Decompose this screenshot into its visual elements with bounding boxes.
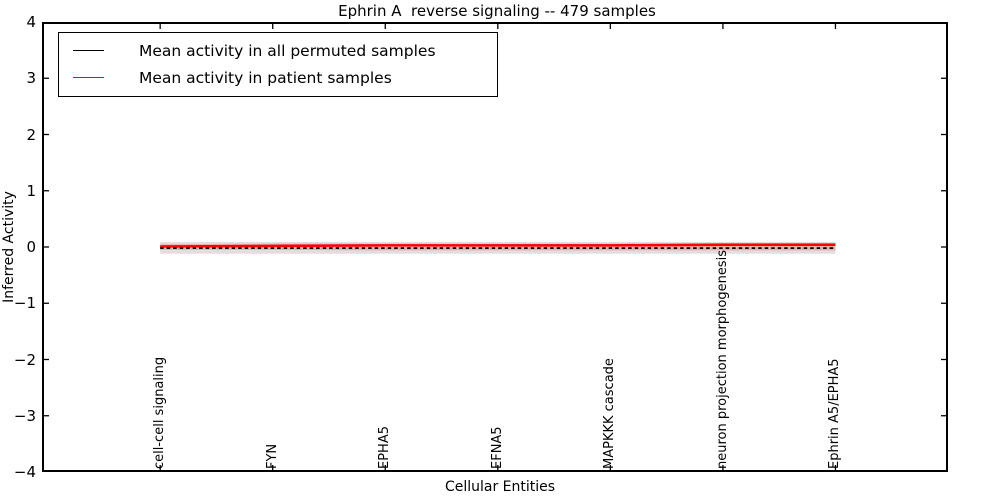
y-tick-label: 0 <box>26 238 36 256</box>
legend-label: Mean activity in patient samples <box>139 68 392 87</box>
x-tick-label: MAPKKK cascade <box>602 358 618 469</box>
legend-label: Mean activity in all permuted samples <box>139 41 436 60</box>
legend-item: Mean activity in patient samples <box>59 64 497 91</box>
legend-item: Mean activity in all permuted samples <box>59 37 497 64</box>
y-tick-label: −3 <box>13 406 36 425</box>
y-tick-label: 3 <box>26 69 36 88</box>
x-tick-label: neuron projection morphogenesis <box>714 250 730 469</box>
x-axis-label: Cellular Entities <box>444 479 556 495</box>
y-tick-label: 1 <box>26 181 36 200</box>
x-tick-label: Ephrin A5/EPHA5 <box>827 358 843 469</box>
x-tick-label: EFNA5 <box>489 426 505 469</box>
y-tick-label: 2 <box>26 125 36 144</box>
x-tick-label: FYN <box>264 443 280 469</box>
legend-line-sample <box>73 77 104 78</box>
series-line-Mean-activity-in-patient-samples <box>160 243 836 248</box>
plot-canvas <box>42 22 948 472</box>
legend-line-sample <box>73 50 104 51</box>
y-tick-label: 4 <box>26 13 36 31</box>
x-tick-label: EPHA5 <box>377 426 393 469</box>
y-tick-label: −2 <box>13 350 36 369</box>
chart-title: Ephrin A reverse signaling -- 479 sample… <box>338 2 656 20</box>
y-tick-label: −4 <box>13 463 36 481</box>
y-tick-label: −1 <box>13 294 36 313</box>
legend: Mean activity in all permuted samples Mea… <box>58 32 498 97</box>
x-tick-label: cell-cell signaling <box>152 356 168 469</box>
